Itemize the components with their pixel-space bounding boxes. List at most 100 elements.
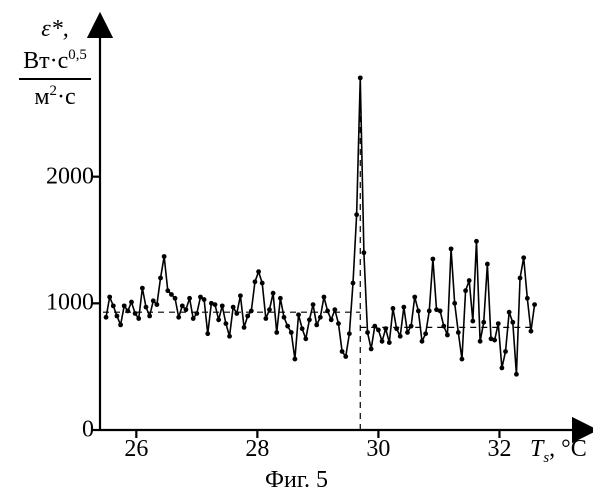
data-point xyxy=(391,306,396,311)
data-point xyxy=(380,339,385,344)
data-point xyxy=(361,250,366,255)
data-point xyxy=(274,330,279,335)
data-point xyxy=(365,330,370,335)
data-point xyxy=(122,303,127,308)
data-point xyxy=(340,349,345,354)
data-point xyxy=(358,75,363,80)
data-point xyxy=(147,314,152,319)
data-point xyxy=(173,296,178,301)
data-point xyxy=(136,316,141,321)
data-point xyxy=(343,354,348,359)
data-point xyxy=(376,328,381,333)
x-tick-32: 32 xyxy=(487,436,511,463)
plot-svg xyxy=(100,50,560,430)
data-point xyxy=(107,295,112,300)
ylabel-den-tail: ·с xyxy=(57,84,76,110)
y-tick-1000: 1000 xyxy=(24,290,94,317)
data-point xyxy=(383,326,388,331)
y-axis-label-eps: ε*, xyxy=(10,14,100,44)
data-point xyxy=(162,254,167,259)
data-point xyxy=(481,320,486,325)
data-point xyxy=(405,330,410,335)
data-point xyxy=(249,309,254,314)
data-point xyxy=(289,330,294,335)
data-point xyxy=(223,321,228,326)
data-point xyxy=(329,317,334,322)
data-point xyxy=(394,326,399,331)
ylabel-num-sup: 0,5 xyxy=(68,47,87,63)
data-point xyxy=(463,288,468,293)
data-point xyxy=(216,317,221,322)
data-point xyxy=(133,311,138,316)
data-point xyxy=(387,340,392,345)
data-point xyxy=(441,324,446,329)
x-tick-28: 28 xyxy=(245,436,269,463)
data-point xyxy=(351,281,356,286)
data-point xyxy=(231,305,236,310)
y-axis-label-numerator: Вт·с0,5 xyxy=(19,46,91,80)
y-axis-label: ε*, Вт·с0,5 м2·с xyxy=(10,14,100,112)
data-point xyxy=(314,322,319,327)
data-point xyxy=(278,296,283,301)
data-point xyxy=(369,347,374,352)
data-point xyxy=(227,334,232,339)
data-point xyxy=(202,297,207,302)
data-point xyxy=(336,321,341,326)
data-point xyxy=(460,357,465,362)
data-point xyxy=(318,315,323,320)
data-point xyxy=(496,321,501,326)
y-tick-2000: 2000 xyxy=(24,163,94,190)
data-point xyxy=(111,303,116,308)
x-axis-label-T: T xyxy=(530,436,543,462)
data-point xyxy=(467,278,472,283)
data-point xyxy=(180,303,185,308)
data-point xyxy=(401,305,406,310)
data-point xyxy=(449,246,454,251)
data-point xyxy=(125,309,130,314)
data-point xyxy=(325,309,330,314)
data-point xyxy=(253,279,258,284)
data-point xyxy=(154,302,159,307)
x-axis-label: Ts, °C xyxy=(530,436,587,463)
y-tick-0: 0 xyxy=(24,417,94,444)
data-point xyxy=(510,320,515,325)
data-point xyxy=(191,316,196,321)
data-point xyxy=(347,331,352,336)
data-point xyxy=(322,295,327,300)
x-tick-26: 26 xyxy=(124,436,148,463)
plot-area xyxy=(100,50,560,430)
data-point xyxy=(438,309,443,314)
data-point xyxy=(271,291,276,296)
data-point xyxy=(303,336,308,341)
ylabel-num-text: Вт·с xyxy=(23,48,68,74)
data-point xyxy=(144,305,149,310)
x-axis-label-unit: , °C xyxy=(549,436,587,462)
data-point xyxy=(470,319,475,324)
data-point xyxy=(416,309,421,314)
data-point xyxy=(430,257,435,262)
data-point xyxy=(514,372,519,377)
figure-caption: Фиг. 5 xyxy=(0,467,593,494)
data-point xyxy=(529,329,534,334)
data-point xyxy=(242,325,247,330)
data-point xyxy=(420,339,425,344)
figure: ε*, Вт·с0,5 м2·с 0 1000 2000 26 28 30 32… xyxy=(0,0,593,500)
data-point xyxy=(518,276,523,281)
data-point xyxy=(115,314,120,319)
data-point xyxy=(213,302,218,307)
data-point xyxy=(220,303,225,308)
data-point xyxy=(427,309,432,314)
data-point xyxy=(234,311,239,316)
data-point xyxy=(158,276,163,281)
data-point xyxy=(176,315,181,320)
data-point xyxy=(499,366,504,371)
data-point xyxy=(263,316,268,321)
data-point xyxy=(452,301,457,306)
data-point xyxy=(187,296,192,301)
data-point xyxy=(525,296,530,301)
data-point xyxy=(140,286,145,291)
data-point xyxy=(412,295,417,300)
data-point xyxy=(300,326,305,331)
data-point xyxy=(311,302,316,307)
y-axis-label-denominator: м2·с xyxy=(19,80,91,112)
